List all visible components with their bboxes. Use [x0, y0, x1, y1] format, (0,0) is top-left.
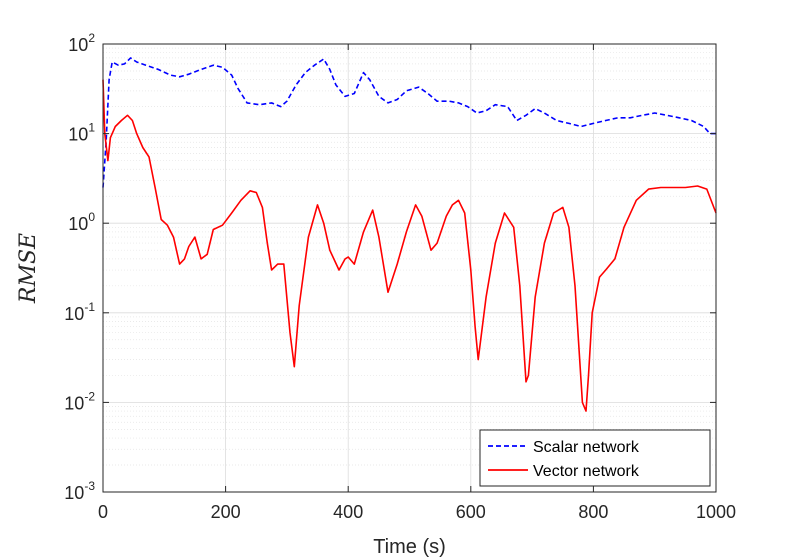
y-axis-label: RMSE — [16, 233, 41, 304]
y-tick-label: 101 — [68, 121, 95, 145]
y-tick-label: 10-2 — [64, 389, 95, 413]
y-tick-label-exponent: -1 — [84, 300, 95, 314]
y-tick-label-base: 10 — [68, 214, 88, 234]
legend-box — [479, 429, 711, 487]
x-tick-label: 1000 — [696, 502, 736, 522]
y-tick-label-exponent: 2 — [88, 31, 95, 45]
series-layer — [102, 57, 717, 412]
series-line-scalar-network — [102, 57, 716, 188]
x-tick-label: 400 — [333, 502, 363, 522]
legend: Scalar network Vector network — [479, 429, 711, 487]
legend-entry-scalar-network: Scalar network — [533, 439, 640, 456]
y-tick-label-base: 10 — [68, 35, 88, 55]
y-tick-label: 10-1 — [64, 300, 95, 324]
y-tick-label-base: 10 — [64, 393, 84, 413]
x-tick-label: 200 — [211, 502, 241, 522]
y-tick-label-exponent: 0 — [88, 210, 95, 224]
x-tick-label: 800 — [578, 502, 608, 522]
x-axis-label: Time (s) — [373, 536, 446, 558]
y-tick-label: 100 — [68, 210, 95, 234]
y-tick-label-base: 10 — [64, 304, 84, 324]
x-tick-label: 0 — [98, 502, 108, 522]
y-tick-label-exponent: -2 — [84, 389, 95, 403]
x-tick-label: 600 — [456, 502, 486, 522]
y-tick-label-exponent: 1 — [88, 121, 95, 135]
legend-entry-vector-network: Vector network — [533, 463, 640, 480]
grid-lines — [102, 43, 717, 493]
plot-frame — [102, 43, 717, 493]
y-tick-label-base: 10 — [64, 483, 84, 503]
series-line-vector-network — [102, 79, 717, 412]
y-tick-label-base: 10 — [68, 125, 88, 145]
y-tick-label: 10-3 — [64, 479, 95, 503]
y-tick-label-exponent: -3 — [84, 479, 95, 493]
y-tick-label: 102 — [68, 31, 95, 55]
